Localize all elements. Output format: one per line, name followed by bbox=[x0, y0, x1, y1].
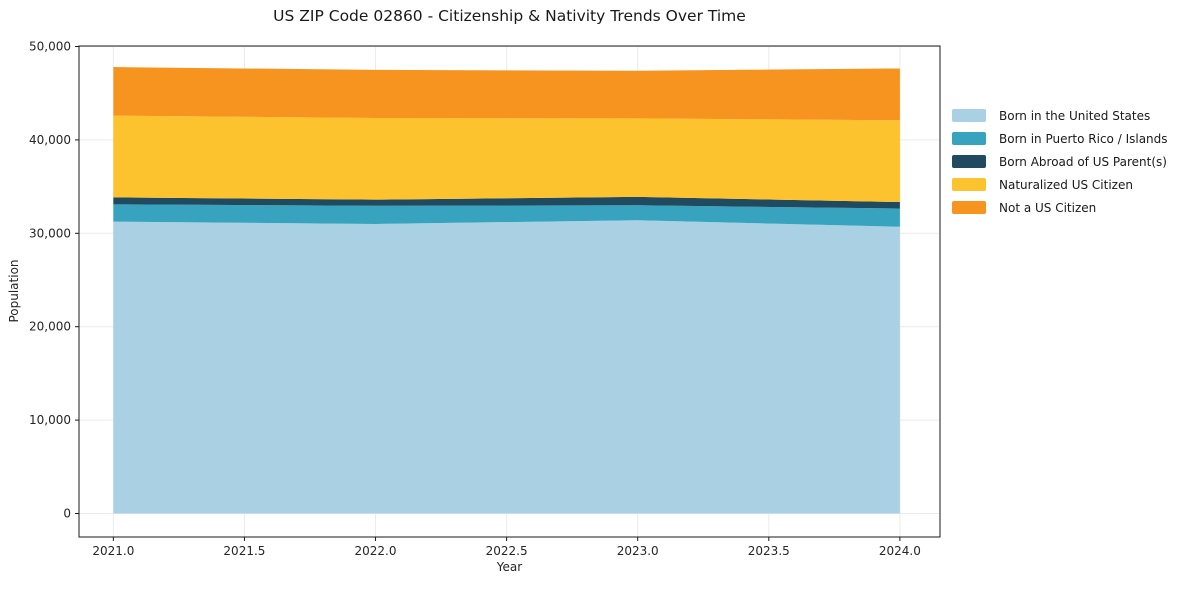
svg-text:2024.0: 2024.0 bbox=[879, 544, 921, 558]
legend-item: Born in the United States bbox=[952, 104, 1168, 127]
svg-text:2023.5: 2023.5 bbox=[748, 544, 790, 558]
legend-item: Born Abroad of US Parent(s) bbox=[952, 150, 1168, 173]
svg-text:0: 0 bbox=[63, 507, 71, 521]
legend-item: Born in Puerto Rico / Islands bbox=[952, 127, 1168, 150]
legend-label: Born Abroad of US Parent(s) bbox=[999, 154, 1167, 169]
legend: Born in the United States Born in Puerto… bbox=[952, 104, 1168, 219]
legend-swatch-icon bbox=[952, 109, 986, 122]
svg-text:2023.0: 2023.0 bbox=[617, 544, 659, 558]
legend-label: Naturalized US Citizen bbox=[999, 177, 1133, 192]
svg-text:20,000: 20,000 bbox=[29, 320, 71, 334]
svg-text:2021.0: 2021.0 bbox=[92, 544, 134, 558]
svg-text:10,000: 10,000 bbox=[29, 413, 71, 427]
legend-label: Not a US Citizen bbox=[999, 200, 1097, 215]
svg-text:30,000: 30,000 bbox=[29, 226, 71, 240]
y-axis-label: Population bbox=[7, 259, 21, 323]
legend-label: Born in Puerto Rico / Islands bbox=[999, 131, 1168, 146]
legend-item: Naturalized US Citizen bbox=[952, 173, 1168, 196]
legend-swatch-icon bbox=[952, 178, 986, 191]
chart-title: US ZIP Code 02860 - Citizenship & Nativi… bbox=[273, 7, 746, 25]
svg-text:40,000: 40,000 bbox=[29, 133, 71, 147]
x-axis-label: Year bbox=[496, 560, 523, 574]
svg-text:2022.0: 2022.0 bbox=[355, 544, 397, 558]
legend-swatch-icon bbox=[952, 201, 986, 214]
legend-swatch-icon bbox=[952, 132, 986, 145]
svg-text:2022.5: 2022.5 bbox=[486, 544, 528, 558]
legend-item: Not a US Citizen bbox=[952, 196, 1168, 219]
legend-label: Born in the United States bbox=[999, 108, 1151, 123]
svg-text:50,000: 50,000 bbox=[29, 40, 71, 54]
legend-swatch-icon bbox=[952, 155, 986, 168]
svg-text:2021.5: 2021.5 bbox=[223, 544, 265, 558]
